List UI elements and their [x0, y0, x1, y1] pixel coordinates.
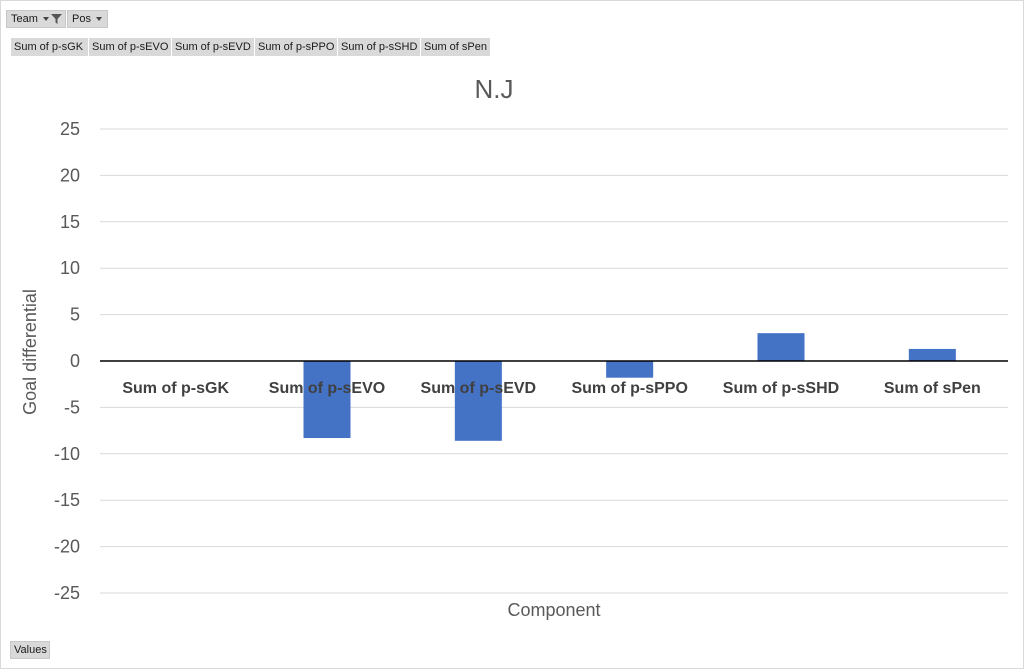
y-tick-label: 15	[60, 212, 80, 232]
values-button[interactable]: Values	[10, 641, 50, 659]
y-tick-label: -20	[54, 537, 80, 557]
y-axis-label: Goal differential	[20, 289, 40, 415]
y-tick-label: -5	[64, 397, 80, 417]
team-filter-label: Team	[11, 13, 38, 25]
y-tick-label: 25	[60, 119, 80, 139]
chart-title: N.J	[475, 74, 514, 104]
value-field-button[interactable]: Sum of p-sPPO	[255, 38, 338, 56]
value-field-button[interactable]: Sum of sPen	[421, 38, 491, 56]
pos-filter-label: Pos	[72, 13, 91, 25]
y-tick-label: -25	[54, 583, 80, 603]
y-tick-label: 10	[60, 258, 80, 278]
y-tick-label: 0	[70, 351, 80, 371]
bar	[757, 333, 805, 361]
value-field-button[interactable]: Sum of p-sSHD	[338, 38, 421, 56]
x-category-label: Sum of p-sPPO	[571, 380, 687, 397]
y-tick-label: 5	[70, 305, 80, 325]
value-field-button[interactable]: Sum of p-sGK	[11, 38, 89, 56]
value-field-button[interactable]: Sum of p-sEVO	[89, 38, 172, 56]
bar	[303, 361, 351, 439]
gridlines	[100, 128, 1008, 594]
filter-funnel-icon	[50, 14, 62, 25]
bar	[908, 348, 956, 361]
bar	[454, 361, 502, 441]
dropdown-arrow-icon	[95, 17, 102, 22]
x-category-label: Sum of p-sSHD	[723, 380, 839, 397]
x-category-label: Sum of sPen	[884, 380, 981, 397]
y-tick-label: -15	[54, 490, 80, 510]
x-category-label: Sum of p-sEVO	[269, 380, 385, 397]
team-filter-button[interactable]: Team	[6, 10, 66, 28]
x-category-label: Sum of p-sEVD	[421, 380, 537, 397]
y-tick-label: -10	[54, 444, 80, 464]
bars	[100, 333, 1008, 441]
pos-filter-button[interactable]: Pos	[67, 10, 108, 28]
x-axis-label: Component	[507, 600, 600, 620]
y-tick-labels: 25 20 15 10 5 0 -5 -10 -15 -20 -25	[54, 119, 80, 603]
y-tick-label: 20	[60, 165, 80, 185]
dropdown-arrow-icon	[42, 17, 49, 22]
value-field-button[interactable]: Sum of p-sEVD	[172, 38, 255, 56]
x-category-label: Sum of p-sGK	[122, 380, 229, 397]
bar	[606, 361, 654, 378]
x-category-labels: Sum of p-sGK Sum of p-sEVO Sum of p-sEVD Su…	[122, 380, 980, 397]
